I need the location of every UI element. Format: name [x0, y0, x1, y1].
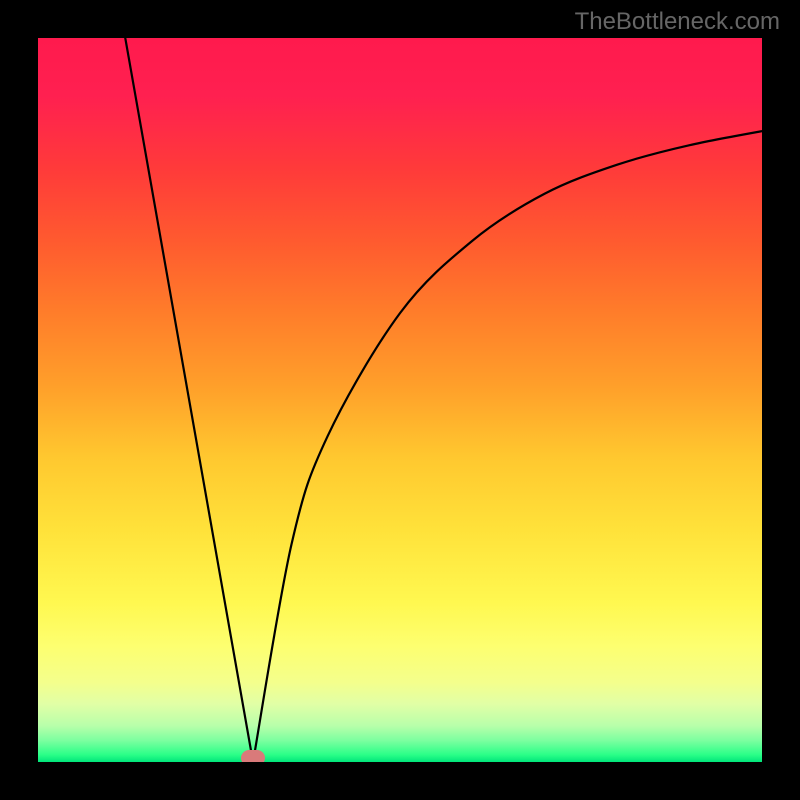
- chart-curve: [38, 38, 762, 762]
- watermark-text: TheBottleneck.com: [575, 8, 780, 36]
- chart-minimum-marker: [241, 750, 265, 762]
- chart-plot-area: [38, 38, 762, 762]
